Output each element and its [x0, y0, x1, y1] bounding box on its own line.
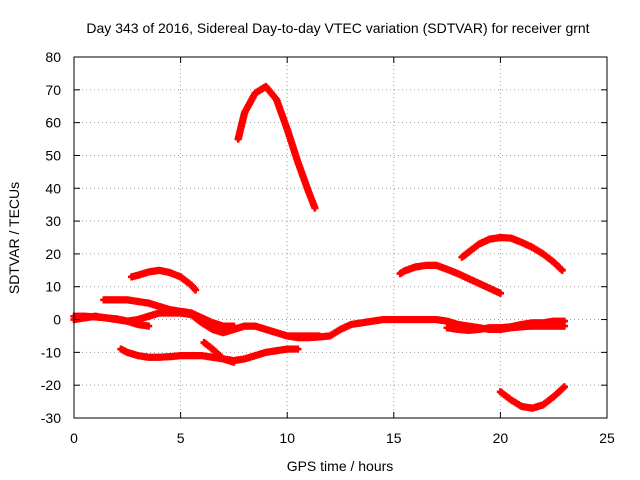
y-tick-label: 60: [45, 115, 61, 131]
y-tick-label: 40: [45, 180, 61, 196]
x-tick-label: 25: [599, 430, 615, 446]
y-tick-label: -10: [41, 344, 61, 360]
data-point: [230, 322, 238, 330]
x-axis-label: GPS time / hours: [287, 458, 394, 474]
plot-frame: [73, 56, 608, 419]
y-tick-label: 0: [53, 312, 61, 328]
series-arc-12: [496, 383, 568, 412]
data-point: [230, 358, 238, 366]
y-tick-label: 50: [45, 147, 61, 163]
x-tick-labels: 0 5 10 15 20 25: [70, 430, 615, 446]
series-arc-5: [117, 345, 302, 365]
x-tick-label: 5: [177, 430, 185, 446]
x-tick-label: 15: [386, 430, 402, 446]
x-tick-label: 0: [70, 430, 78, 446]
series-arc-2: [100, 296, 238, 330]
data-point: [294, 345, 302, 353]
chart-title: Day 343 of 2016, Sidereal Day-to-day VTE…: [86, 20, 589, 36]
grid-lines: [74, 57, 607, 418]
y-tick-label: 10: [45, 279, 61, 295]
data-points: [70, 82, 568, 412]
y-tick-label: 30: [45, 213, 61, 229]
data-point: [560, 383, 568, 391]
y-axis-label: SDTVAR / TECUs: [6, 182, 22, 294]
series-arc-11: [458, 233, 566, 274]
series-arc-7: [234, 82, 319, 212]
tick-marks: [73, 56, 608, 419]
y-tick-label: 20: [45, 246, 61, 262]
series-arc-4: [127, 266, 200, 294]
series-arc-3: [70, 312, 153, 330]
data-point: [496, 289, 504, 297]
data-point: [191, 286, 200, 294]
data-point: [560, 317, 568, 325]
y-tick-label: -30: [41, 410, 61, 426]
x-tick-label: 20: [493, 430, 509, 446]
y-tick-label: 70: [45, 82, 61, 98]
y-tick-label: 80: [45, 49, 61, 65]
data-point: [145, 322, 153, 330]
x-tick-label: 10: [279, 430, 295, 446]
y-tick-label: -20: [41, 377, 61, 393]
data-point: [311, 204, 319, 212]
series-arc-6: [200, 338, 238, 366]
y-tick-labels: -30 -20 -10 0 10 20 30 40 50 60 70 80: [41, 49, 61, 426]
series-arc-10: [396, 261, 504, 297]
series-arc-9: [443, 317, 568, 334]
data-point: [558, 266, 566, 274]
